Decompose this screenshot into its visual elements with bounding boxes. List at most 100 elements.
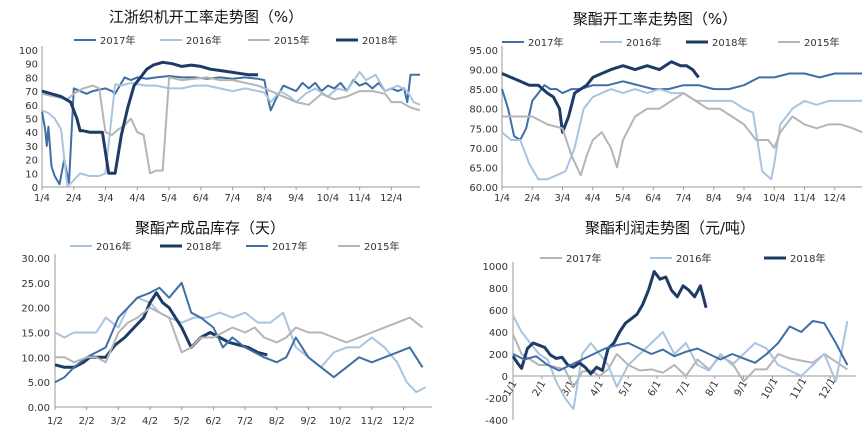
legend-label: 2018年	[186, 240, 221, 253]
y-tick-label: 15.00	[21, 329, 50, 340]
x-tick-label: 8/2	[269, 416, 285, 427]
x-tick-label: 2/4	[66, 193, 82, 204]
y-tick-label: 95.00	[469, 46, 498, 57]
legend-label: 2016年	[96, 240, 131, 253]
x-tick-label: 9/4	[288, 193, 304, 204]
series-line-2017年	[54, 281, 424, 384]
x-tick-label: 4/4	[585, 193, 601, 204]
series-line-2018年	[501, 60, 700, 134]
series-line-2015年	[55, 306, 424, 364]
x-tick-label: 7/4	[225, 193, 241, 204]
y-tick-label: 20.00	[21, 304, 50, 315]
x-tick-label: 12/4	[380, 193, 402, 204]
y-tick-label: 90.00	[469, 66, 498, 77]
x-tick-label: 7/1	[675, 379, 693, 398]
series-line-2016年	[512, 315, 849, 410]
y-tick-label: 200	[489, 350, 508, 361]
x-tick-label: 2/2	[79, 416, 95, 427]
series-line-2016年	[41, 70, 421, 188]
legend-label: 2017年	[100, 34, 135, 47]
y-tick-label: 80	[25, 73, 38, 84]
y-tick-label: 60.00	[469, 183, 498, 194]
y-tick-label: -200	[485, 394, 508, 405]
x-tick-label: 4/4	[129, 193, 145, 204]
legend-label: 2015年	[804, 36, 839, 49]
x-tick-label: 12/4	[824, 193, 846, 204]
x-tick-label: 1/4	[34, 193, 50, 204]
series-line-2015年	[41, 76, 421, 175]
series-line-2018年	[511, 270, 708, 376]
chart-title: 聚酯利润走势图（元/吨）	[585, 219, 755, 237]
series-line-2017年	[41, 73, 420, 186]
y-tick-label: 400	[489, 328, 508, 339]
y-tick-label: 70.00	[469, 144, 498, 155]
x-tick-label: 11/1	[789, 376, 810, 401]
y-tick-label: 40	[25, 128, 38, 139]
chart-title: 聚酯产成品库存（天）	[135, 219, 285, 237]
x-tick-label: 6/4	[645, 193, 661, 204]
x-tick-label: 3/4	[554, 193, 570, 204]
legend-label: 2017年	[566, 252, 601, 265]
chart-title: 江浙织机开工率走势图（%）	[109, 8, 303, 26]
x-tick-label: 9/4	[736, 193, 752, 204]
x-tick-label: 2/4	[524, 193, 540, 204]
legend-label: 2018年	[790, 252, 825, 265]
x-tick-label: 9/2	[300, 416, 316, 427]
y-tick-label: 85.00	[469, 85, 498, 96]
series-line-2016年	[54, 296, 427, 394]
x-tick-label: 11/2	[361, 416, 383, 427]
x-tick-label: 8/1	[704, 379, 722, 398]
x-tick-label: 10/4	[763, 193, 785, 204]
chart-title: 聚酯开工率走势图（%）	[573, 10, 737, 28]
legend-label: 2017年	[528, 36, 563, 49]
series-line-series-3	[512, 320, 849, 372]
x-tick-label: 5/2	[174, 416, 190, 427]
x-tick-label: 5/4	[161, 193, 177, 204]
x-tick-label: 4/1	[589, 379, 607, 398]
y-tick-label: 75.00	[469, 124, 498, 135]
x-tick-label: 11/4	[793, 193, 815, 204]
x-tick-label: 3/4	[97, 193, 113, 204]
y-tick-label: 100	[19, 46, 38, 57]
y-tick-label: 30.00	[21, 254, 50, 265]
y-tick-label: 0	[32, 183, 38, 194]
x-tick-label: 3/2	[110, 416, 126, 427]
y-tick-label: -400	[485, 416, 508, 427]
y-tick-label: 65.00	[469, 163, 498, 174]
y-tick-label: 60	[25, 101, 38, 112]
y-tick-label: 600	[489, 306, 508, 317]
x-tick-label: 8/4	[706, 193, 722, 204]
legend-label: 2016年	[626, 36, 661, 49]
x-tick-label: 6/4	[193, 193, 209, 204]
series-line-2017年	[501, 72, 862, 141]
x-tick-label: 5/4	[615, 193, 631, 204]
x-tick-label: 1/2	[47, 416, 63, 427]
legend-label: 2016年	[676, 252, 711, 265]
y-tick-label: 30	[25, 142, 38, 153]
x-tick-label: 12/2	[392, 416, 414, 427]
x-tick-label: 1/4	[494, 193, 510, 204]
y-tick-label: 70	[25, 87, 38, 98]
legend-label: 2015年	[274, 34, 309, 47]
y-tick-label: 1000	[483, 262, 508, 273]
x-tick-label: 2/1	[531, 379, 549, 398]
series-line-2015年	[502, 92, 863, 177]
x-tick-label: 10/1	[760, 376, 781, 401]
x-tick-label: 6/1	[646, 379, 664, 398]
x-tick-label: 9/1	[733, 379, 751, 398]
y-tick-label: 90	[25, 60, 38, 71]
legend-label: 2018年	[712, 36, 747, 49]
y-tick-label: 20	[25, 156, 38, 167]
y-tick-label: 10	[25, 169, 38, 180]
legend-label: 2018年	[362, 34, 397, 47]
x-tick-label: 6/2	[205, 416, 221, 427]
y-tick-label: 0.00	[28, 403, 50, 414]
x-tick-label: 11/4	[348, 193, 370, 204]
y-tick-label: 10.00	[21, 353, 50, 364]
x-tick-label: 10/4	[317, 193, 339, 204]
y-tick-label: 25.00	[21, 279, 50, 290]
legend-label: 2015年	[364, 240, 399, 253]
y-tick-label: 0	[502, 372, 508, 383]
series-line-2016年	[501, 88, 862, 181]
